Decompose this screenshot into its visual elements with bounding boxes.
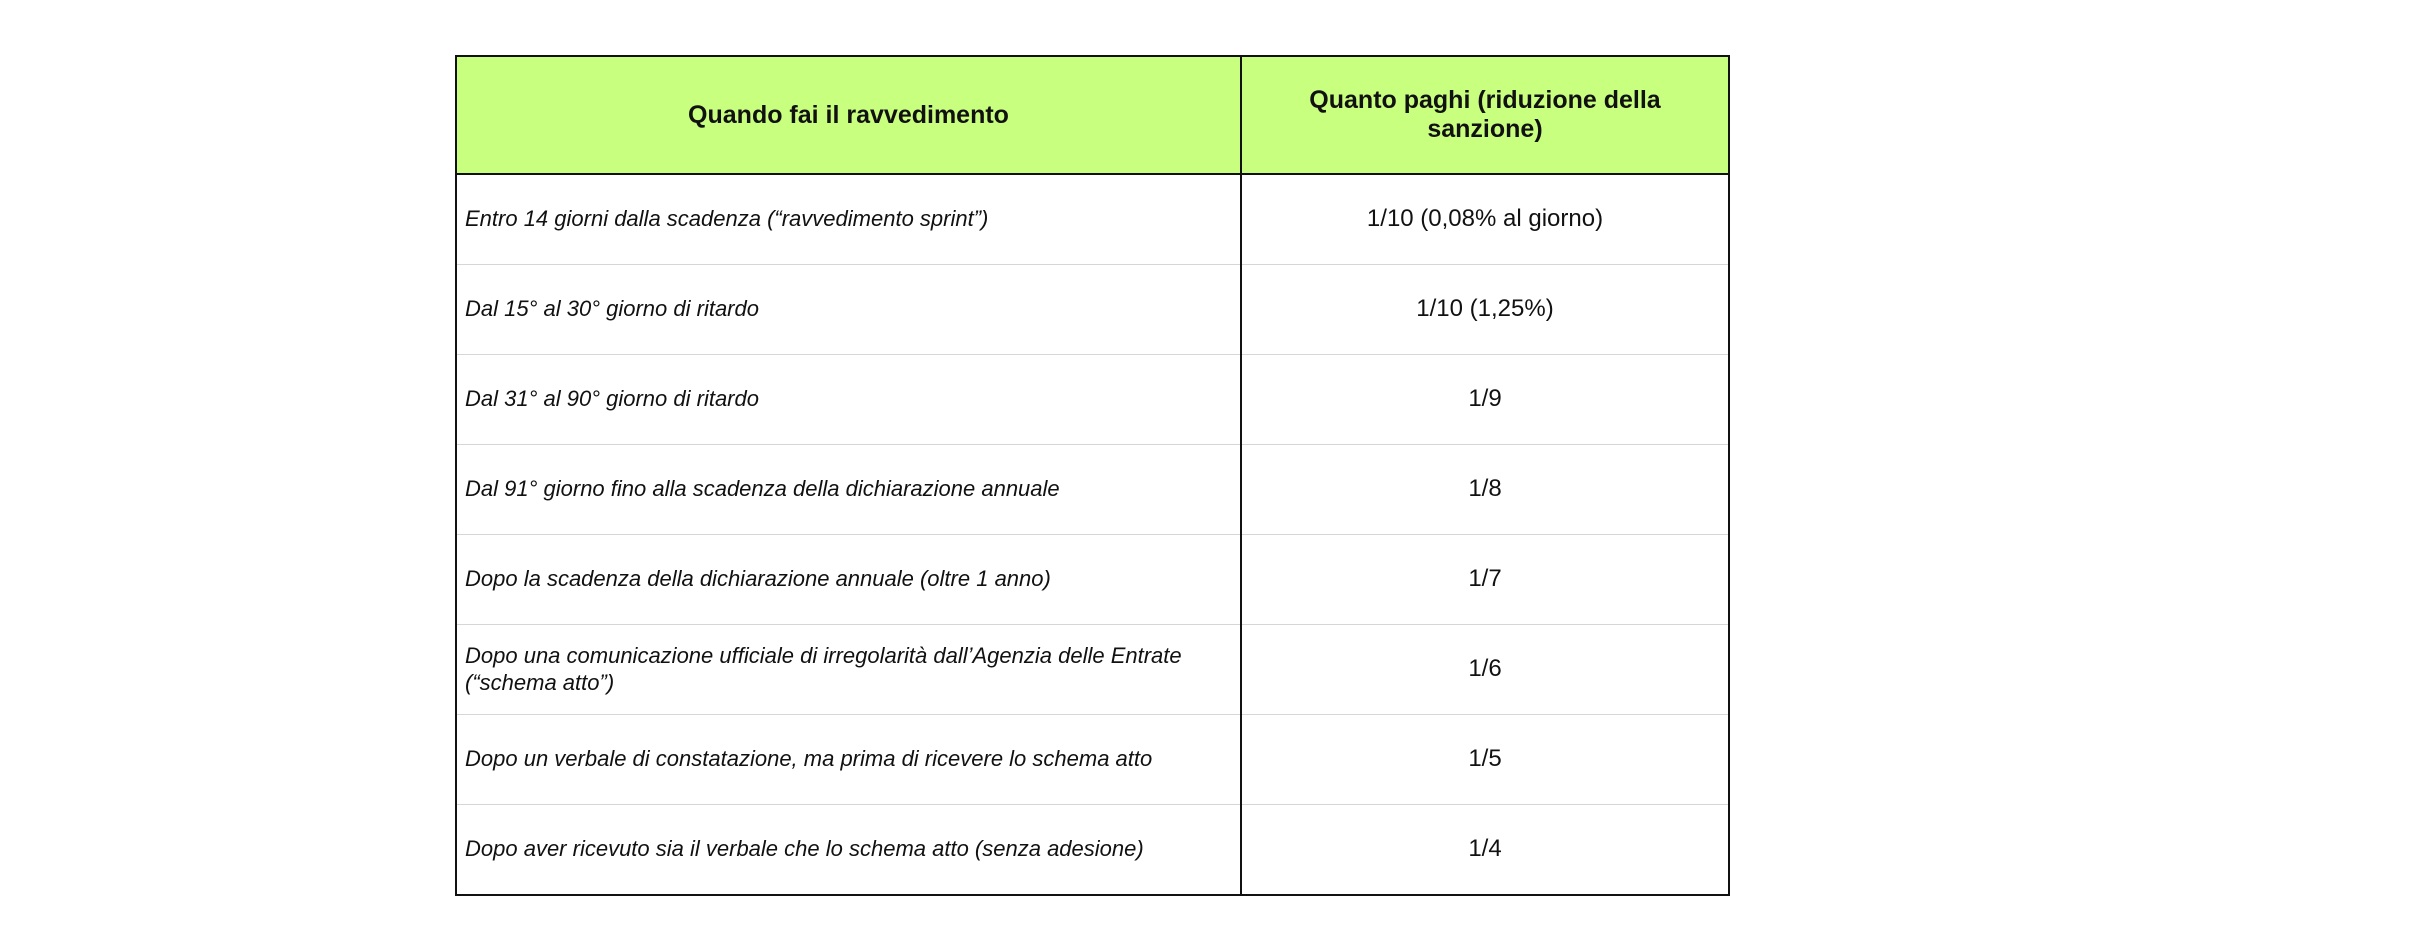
table-row: Dopo aver ricevuto sia il verbale che lo… — [456, 804, 1729, 895]
reduction-cell: 1/6 — [1241, 624, 1729, 715]
penalty-table: Quando fai il ravvedimento Quanto paghi … — [455, 55, 1730, 896]
reduction-cell: 1/8 — [1241, 444, 1729, 535]
timing-cell: Dal 91° giorno fino alla scadenza della … — [456, 444, 1242, 535]
table-row: Dal 91° giorno fino alla scadenza della … — [456, 444, 1729, 535]
table-header: Quando fai il ravvedimento Quanto paghi … — [455, 55, 1730, 175]
header-cell: Quando fai il ravvedimento — [455, 55, 1242, 175]
table-row: Dopo un verbale di constatazione, ma pri… — [456, 714, 1729, 805]
table-body: Entro 14 giorni dalla scadenza (“ravvedi… — [456, 173, 1729, 895]
reduction-cell: 1/10 (0,08% al giorno) — [1241, 173, 1729, 265]
reduction-cell: 1/5 — [1241, 714, 1729, 805]
timing-cell: Dal 15° al 30° giorno di ritardo — [456, 264, 1242, 355]
table-row: Entro 14 giorni dalla scadenza (“ravvedi… — [456, 173, 1729, 265]
table-row: Dal 31° al 90° giorno di ritardo 1/9 — [456, 354, 1729, 445]
table-row: Dopo la scadenza della dichiarazione ann… — [456, 534, 1729, 625]
reduction-cell: 1/7 — [1241, 534, 1729, 625]
table-row: Dopo una comunicazione ufficiale di irre… — [456, 624, 1729, 715]
timing-cell: Dopo una comunicazione ufficiale di irre… — [456, 624, 1242, 715]
header-row: Quando fai il ravvedimento Quanto paghi … — [455, 55, 1730, 175]
reduction-cell: 1/10 (1,25%) — [1241, 264, 1729, 355]
timing-cell: Dopo aver ricevuto sia il verbale che lo… — [456, 804, 1242, 895]
reduction-cell: 1/4 — [1241, 804, 1729, 895]
timing-cell: Entro 14 giorni dalla scadenza (“ravvedi… — [456, 173, 1242, 265]
timing-cell: Dopo un verbale di constatazione, ma pri… — [456, 714, 1242, 805]
table-row: Dal 15° al 30° giorno di ritardo 1/10 (1,… — [456, 264, 1729, 355]
header-cell: Quanto paghi (riduzione della sanzione) — [1240, 55, 1730, 175]
timing-cell: Dal 31° al 90° giorno di ritardo — [456, 354, 1242, 445]
reduction-cell: 1/9 — [1241, 354, 1729, 445]
timing-cell: Dopo la scadenza della dichiarazione ann… — [456, 534, 1242, 625]
